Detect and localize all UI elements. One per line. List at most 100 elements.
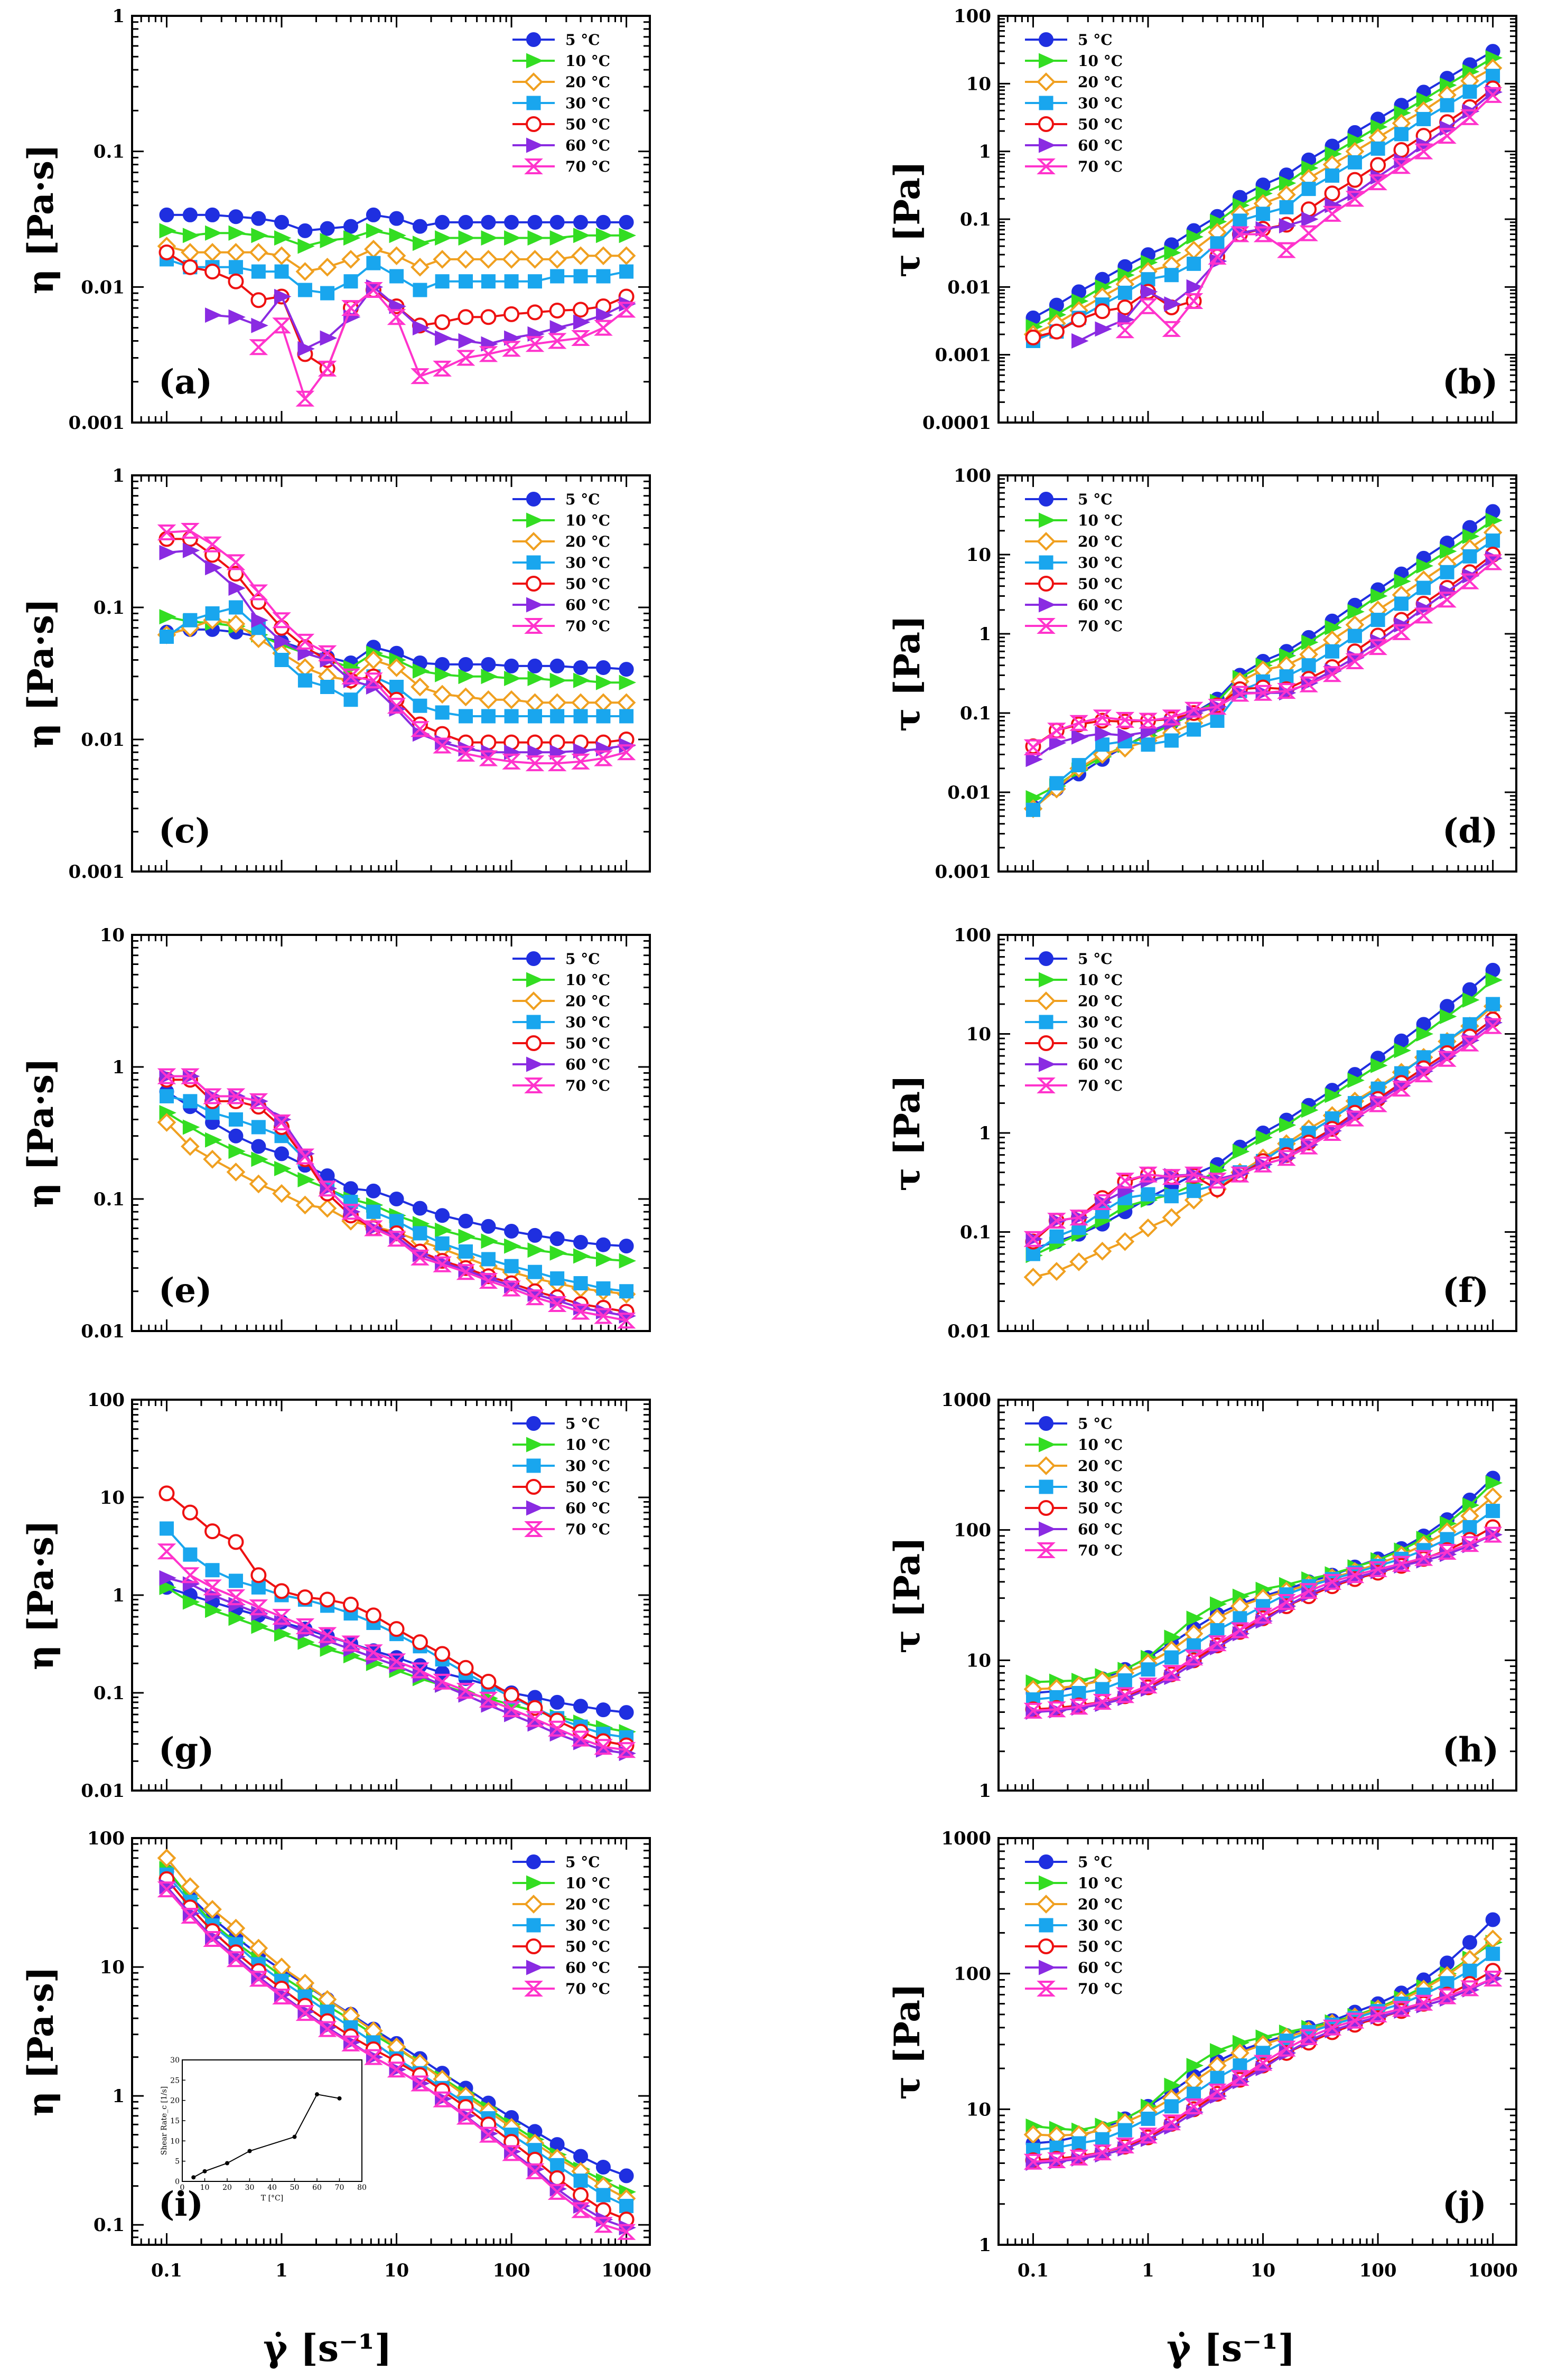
data-point xyxy=(159,629,174,644)
inset-x-tick-label: 0 xyxy=(180,2184,185,2192)
data-point xyxy=(251,1618,268,1634)
data-point xyxy=(1485,1475,1503,1491)
data-point xyxy=(1438,592,1457,608)
inset-y-tick-label: 20 xyxy=(170,2097,180,2105)
data-point xyxy=(503,306,520,322)
data-point xyxy=(411,1662,430,1679)
data-point xyxy=(596,2188,611,2203)
data-point xyxy=(318,257,337,277)
data-point xyxy=(547,1720,567,1737)
data-point xyxy=(573,214,589,230)
data-point xyxy=(249,339,268,355)
data-point xyxy=(387,309,406,325)
legend-entry: 10 °C xyxy=(1078,512,1123,529)
data-point xyxy=(1162,2114,1181,2131)
legend-entry: 10 °C xyxy=(565,971,610,989)
data-point xyxy=(433,250,452,269)
data-point xyxy=(1233,213,1247,228)
data-point xyxy=(1232,1144,1250,1159)
legend-entry: 70 °C xyxy=(565,617,610,635)
data-point xyxy=(297,673,312,688)
data-point xyxy=(343,219,358,234)
legend-marker xyxy=(1039,951,1053,966)
legend-entry: 20 °C xyxy=(1078,992,1123,1010)
data-point xyxy=(366,223,384,239)
data-point xyxy=(527,1242,545,1258)
legend: 5 °C 10 °C 20 °C 30 °C 50 °C 60 °C 70 °C xyxy=(512,950,610,1094)
data-point xyxy=(617,302,636,318)
legend-entry: 50 °C xyxy=(565,1478,610,1496)
y-tick-label: 10 xyxy=(966,2099,991,2120)
data-point xyxy=(595,1702,611,1718)
data-point xyxy=(1277,683,1296,699)
data-point xyxy=(1462,85,1477,99)
data-point xyxy=(527,1264,542,1279)
legend-entry: 70 °C xyxy=(565,158,610,175)
x-tick-label: 100 xyxy=(1359,2260,1397,2281)
x-tick-label: 1000 xyxy=(1468,2260,1518,2281)
data-point xyxy=(1322,1125,1342,1141)
data-point xyxy=(456,2109,475,2125)
data-point xyxy=(249,1174,268,1194)
data-point xyxy=(297,223,313,238)
y-tick-label: 0.1 xyxy=(94,142,125,163)
data-point xyxy=(1047,723,1066,739)
data-point xyxy=(1047,1213,1066,1229)
y-tick-label: 0.001 xyxy=(935,861,991,883)
legend-entry: 10 °C xyxy=(1078,1875,1123,1892)
data-point xyxy=(459,1244,473,1259)
data-point xyxy=(295,262,315,281)
data-point xyxy=(295,1148,315,1165)
series-70c xyxy=(157,523,636,772)
data-point xyxy=(435,667,452,682)
data-point xyxy=(619,1284,634,1299)
legend-marker xyxy=(1038,1035,1054,1051)
data-point xyxy=(1325,1088,1342,1103)
data-point xyxy=(318,2021,337,2037)
data-point xyxy=(458,669,475,685)
data-point xyxy=(272,1609,291,1625)
series-group xyxy=(157,1068,637,1329)
data-point xyxy=(549,230,567,246)
series-10c xyxy=(159,1105,637,1269)
data-point xyxy=(481,669,498,685)
data-point xyxy=(1483,87,1503,103)
y-axis-label: η [Pa·s] xyxy=(20,144,61,294)
data-point xyxy=(573,709,588,724)
y-tick-label: 100 xyxy=(954,6,991,27)
data-point xyxy=(413,698,427,713)
data-point xyxy=(1345,2012,1365,2029)
legend-marker xyxy=(524,72,543,91)
chart-panel-e: 0.01 0.1 1 10 η [Pa·s] 5 °C 10 °C 20 °C 30 °C 50 … xyxy=(20,925,651,1342)
data-point xyxy=(228,1534,244,1550)
data-point xyxy=(596,269,611,284)
data-point xyxy=(1164,733,1179,748)
data-point xyxy=(1440,98,1454,113)
data-point xyxy=(1164,2099,1179,2114)
data-point xyxy=(527,658,543,673)
legend-marker xyxy=(526,116,542,132)
data-point xyxy=(1230,226,1249,242)
data-point xyxy=(318,1180,337,1197)
legend-entry: 5 °C xyxy=(565,1853,600,1871)
legend-marker xyxy=(526,597,544,613)
data-point xyxy=(525,693,545,713)
data-point xyxy=(456,1264,475,1280)
legend-entry: 50 °C xyxy=(565,116,610,133)
data-point xyxy=(596,709,611,724)
inset-y-tick-label: 30 xyxy=(170,2056,180,2065)
inset-point xyxy=(292,2134,297,2139)
data-point xyxy=(1164,296,1181,312)
data-point xyxy=(456,745,475,762)
data-point xyxy=(1279,1117,1297,1133)
data-point xyxy=(159,207,174,222)
data-point xyxy=(527,1228,543,1243)
data-point xyxy=(435,705,450,720)
data-point xyxy=(433,1256,452,1272)
data-point xyxy=(480,309,497,325)
panel-label: (e) xyxy=(158,1271,212,1310)
legend-marker xyxy=(526,1875,544,1891)
data-point xyxy=(205,307,222,323)
data-point xyxy=(1115,1687,1135,1703)
data-point xyxy=(504,1224,519,1239)
